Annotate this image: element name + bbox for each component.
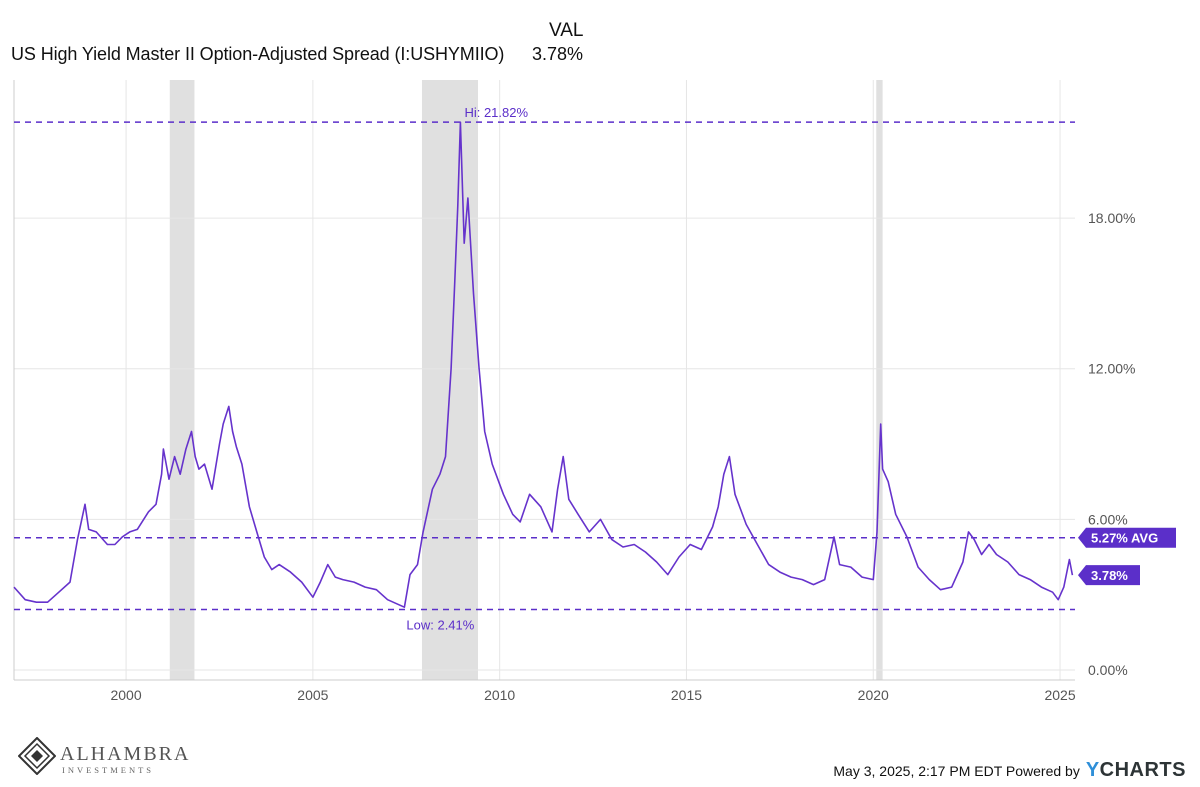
x-tick-label: 2025 — [1044, 687, 1075, 703]
last-value-tag-bg — [1078, 565, 1140, 586]
y-tick-label: 6.00% — [1088, 511, 1128, 527]
x-tick-label: 2015 — [671, 687, 702, 703]
x-tick-label: 2005 — [297, 687, 328, 703]
logo-subtitle: INVESTMENTS — [62, 765, 155, 775]
y-tick-label: 0.00% — [1088, 662, 1128, 678]
alhambra-logo: ALHAMBRA INVESTMENTS — [18, 737, 218, 777]
diamond-logo-icon — [18, 737, 56, 775]
footer-timestamp: May 3, 2025, 2:17 PM EDT Powered by — [833, 762, 1080, 779]
recession-band — [876, 80, 883, 680]
low-label: Low: 2.41% — [406, 617, 474, 632]
hi-label: Hi: 21.82% — [464, 105, 528, 120]
logo-name: ALHAMBRA — [60, 743, 191, 765]
avg-tag-text: 5.27% AVG — [1091, 531, 1158, 546]
x-tick-label: 2020 — [858, 687, 889, 703]
footer: May 3, 2025, 2:17 PM EDT Powered by YCHA… — [833, 759, 1186, 782]
value-column-header: VAL — [549, 20, 584, 41]
last-value-tag-text: 3.78% — [1091, 568, 1128, 583]
series-line — [13, 121, 1074, 608]
ycharts-rest: CHARTS — [1099, 759, 1186, 781]
x-tick-label: 2000 — [110, 687, 141, 703]
series-name: US High Yield Master II Option-Adjusted … — [11, 44, 505, 64]
y-tick-label: 12.00% — [1088, 361, 1135, 377]
x-tick-label: 2010 — [484, 687, 515, 703]
ycharts-y: Y — [1085, 759, 1100, 781]
recession-band — [169, 80, 195, 680]
ycharts-brand[interactable]: YCHARTS — [1086, 759, 1186, 782]
y-tick-label: 18.00% — [1088, 210, 1135, 226]
series-current-value: 3.78% — [532, 44, 584, 64]
avg-tag-bg — [1078, 527, 1176, 548]
